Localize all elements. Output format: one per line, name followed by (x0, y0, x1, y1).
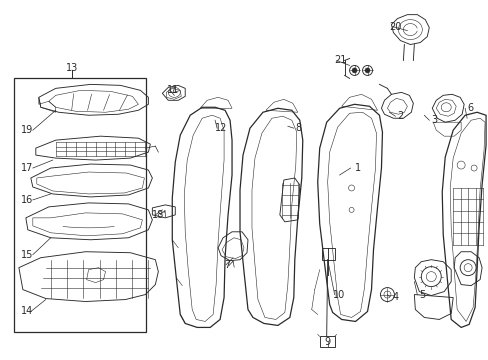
Circle shape (364, 68, 369, 73)
Circle shape (351, 68, 356, 73)
Text: 2: 2 (397, 111, 403, 121)
Text: 18: 18 (152, 210, 164, 220)
Text: 7: 7 (224, 260, 230, 270)
Text: 17: 17 (21, 163, 33, 173)
Text: 13: 13 (65, 63, 78, 73)
Text: 6: 6 (466, 103, 472, 113)
Text: 15: 15 (21, 250, 33, 260)
Text: 8: 8 (295, 123, 301, 133)
Text: 14: 14 (21, 306, 33, 316)
Text: 4: 4 (392, 292, 398, 302)
Text: 3: 3 (430, 115, 436, 125)
Bar (14, 78, 146, 332)
Text: 11: 11 (167, 85, 179, 95)
Text: 19: 19 (21, 125, 33, 135)
Bar (319, 336, 334, 347)
Text: 12: 12 (215, 123, 227, 133)
Text: 21: 21 (334, 55, 346, 66)
Text: 10: 10 (332, 289, 344, 300)
Text: 1: 1 (354, 163, 360, 173)
Text: 20: 20 (388, 22, 401, 32)
Text: 9: 9 (324, 337, 330, 347)
Text: 5: 5 (419, 289, 425, 300)
Bar (321, 248, 334, 260)
Text: 16: 16 (21, 195, 33, 205)
